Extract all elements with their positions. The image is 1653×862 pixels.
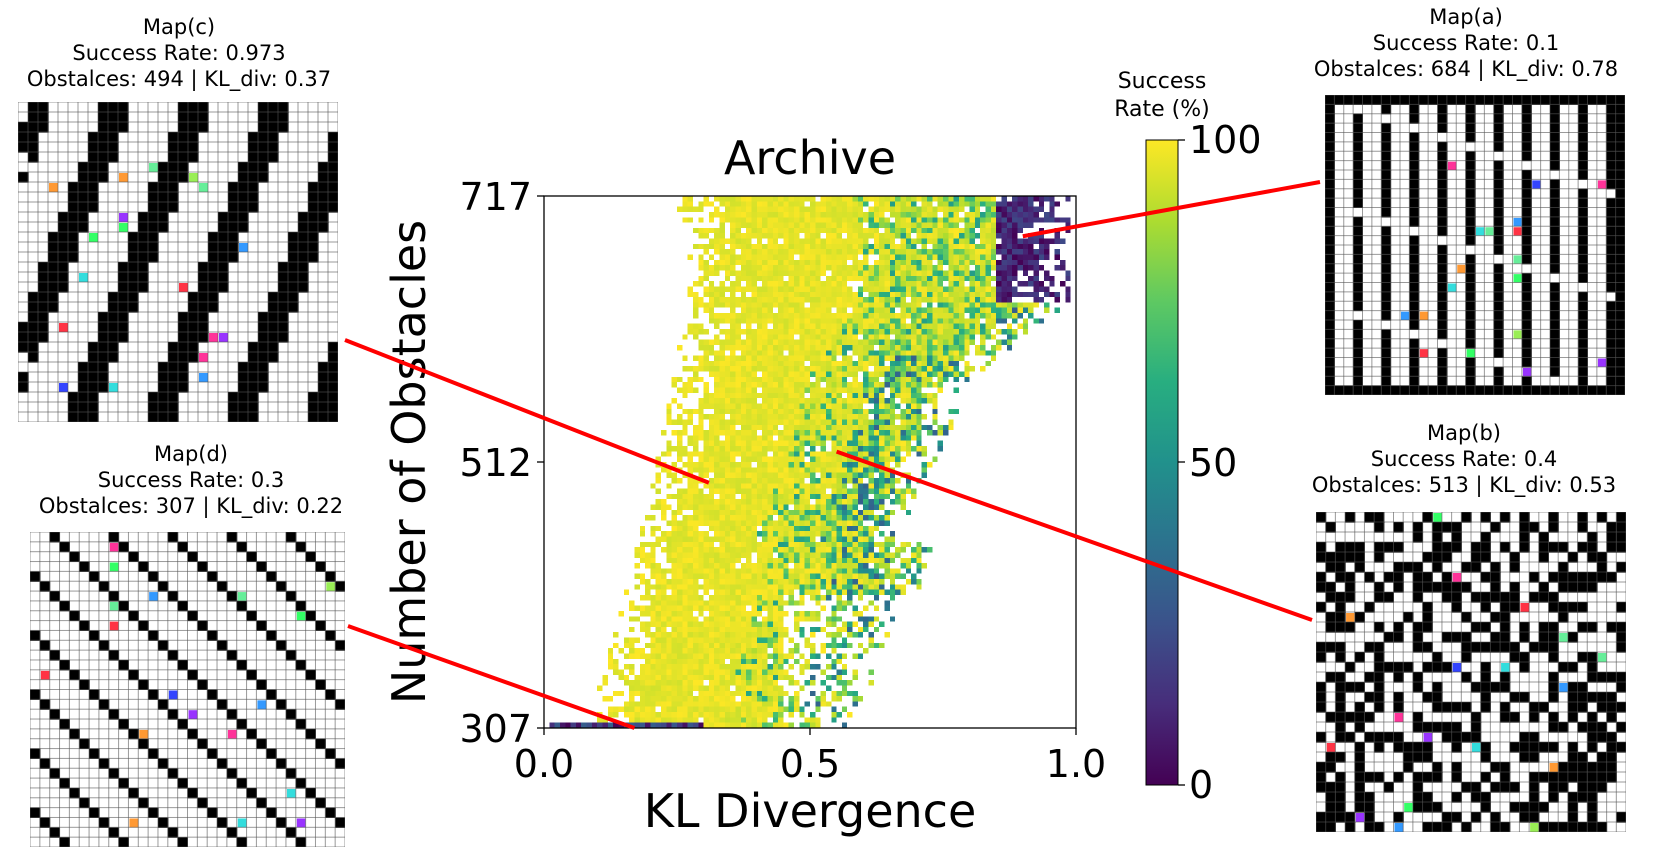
connector-lines [344, 180, 1321, 730]
colorbar-label-line1: Success [1118, 69, 1207, 94]
y-tick-label-512: 512 [459, 441, 532, 485]
map-c-caption: Map(c) Success Rate: 0.973 Obstalces: 49… [16, 14, 342, 92]
map-d-grid [30, 532, 345, 847]
chart-title: Archive [724, 131, 896, 185]
map-a-grid [1325, 95, 1625, 395]
x-axis-label: KL Divergence [644, 784, 977, 838]
map-a-stats: Obstalces: 684 | KL_div: 0.78 [1313, 57, 1619, 81]
map-b-success-rate: Success Rate: 0.4 [1370, 447, 1558, 471]
map-c-connector [344, 338, 710, 485]
map-b-caption: Map(b) Success Rate: 0.4 Obstalces: 513 … [1284, 420, 1644, 498]
colorbar-tick-label-100: 100 [1189, 118, 1262, 162]
archive-heatmap [544, 196, 1076, 728]
colorbar-tick-label-50: 50 [1189, 441, 1237, 485]
map-c-stats: Obstalces: 494 | KL_div: 0.37 [26, 67, 332, 91]
map-a-success-rate: Success Rate: 0.1 [1372, 31, 1560, 55]
map-c-success-rate: Success Rate: 0.973 [72, 41, 286, 65]
x-tick-label-05: 0.5 [780, 742, 840, 786]
map-c-grid [18, 102, 338, 422]
map-a-name: Map(a) [1429, 5, 1503, 29]
y-tick-label-307: 307 [459, 707, 532, 751]
map-c-name: Map(c) [142, 15, 216, 39]
map-d-caption: Map(d) Success Rate: 0.3 Obstalces: 307 … [18, 441, 364, 519]
map-b-stats: Obstalces: 513 | KL_div: 0.53 [1311, 473, 1617, 497]
x-tick-label-1: 1.0 [1046, 742, 1106, 786]
map-b-name: Map(b) [1426, 421, 1502, 445]
map-a-connector [1022, 180, 1321, 239]
y-tick-label-717: 717 [459, 175, 532, 219]
x-tick-label-0: 0.0 [514, 742, 574, 786]
map-d-connector [347, 624, 636, 730]
map-d-name: Map(d) [153, 442, 229, 466]
colorbar-tick-label-0: 0 [1189, 763, 1213, 807]
map-a-caption: Map(a) Success Rate: 0.1 Obstalces: 684 … [1296, 4, 1636, 82]
plot-frame [543, 195, 1077, 729]
y-axis-label: Number of Obstacles [382, 220, 436, 704]
colorbar [1145, 139, 1179, 786]
map-d-success-rate: Success Rate: 0.3 [97, 468, 285, 492]
map-b-grid [1316, 512, 1626, 832]
colorbar-label-line2: Rate (%) [1114, 97, 1210, 122]
map-b-connector [835, 449, 1313, 622]
map-d-stats: Obstalces: 307 | KL_div: 0.22 [38, 494, 344, 518]
